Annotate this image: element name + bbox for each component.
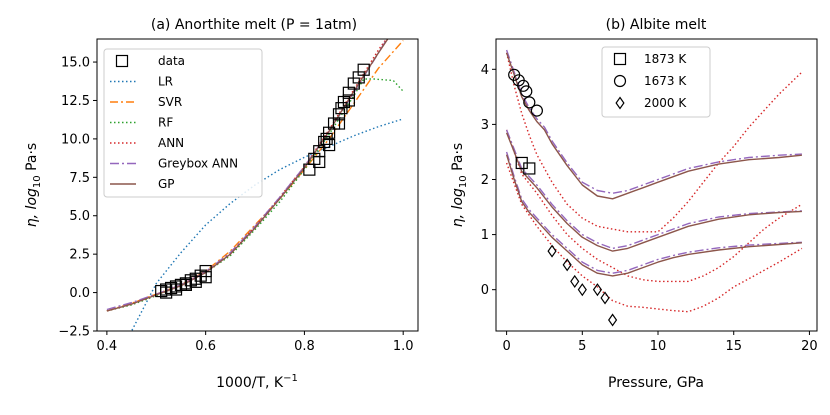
- x-tick-label: 10: [650, 339, 667, 354]
- legend-marker-square: [115, 54, 129, 68]
- panel-a-ticks: 0.4 0.6 0.8 1.0 −2.5 0.0 2.5 5.0 7.5 10.0 12.5 15.0: [58, 56, 413, 354]
- data-point-data: [357, 63, 370, 76]
- x-tick-label: 0.6: [195, 339, 216, 354]
- legend-label: RF: [158, 116, 173, 130]
- x-tick-label: 15: [725, 339, 742, 354]
- panel-a-legend: data LR SVR RF ANN Greybox ANN GP: [103, 48, 263, 198]
- y-tick-label: 10.0: [61, 132, 90, 147]
- x-tick-label: 5: [578, 339, 586, 354]
- legend-marker-circle: [613, 74, 627, 88]
- series-line-greybox-ann: [106, 39, 388, 311]
- data-point-2000-k: [570, 274, 580, 288]
- series-line-gp-1673-k: [505, 52, 802, 200]
- y-tick-label: 4: [481, 63, 489, 78]
- data-point-data: [332, 108, 346, 121]
- legend-frame: [103, 48, 263, 198]
- x-tick-label: 20: [801, 339, 818, 354]
- series-line-greybox-ann-1673-k: [505, 49, 802, 195]
- data-point-data: [199, 264, 212, 278]
- legend-frame: [601, 46, 711, 118]
- y-tick-label: −2.5: [58, 325, 90, 340]
- x-tick-label: 0: [502, 339, 510, 354]
- panel-b-legend: 1873 K 1673 K 2000 K: [601, 46, 711, 118]
- data-point-1673-k: [523, 96, 536, 109]
- legend-label: 2000 K: [644, 96, 687, 110]
- panel-a-xlabel: 1000/T, K−1: [216, 373, 298, 391]
- y-tick-label: 5.0: [69, 209, 90, 224]
- series-line-ann-1673-k: [505, 52, 803, 233]
- panel-b-frame: [495, 38, 818, 332]
- panel-b-title: (b) Albite melt: [606, 17, 707, 33]
- x-tick-label: 0.8: [294, 339, 315, 354]
- panel-b-xlabel: Pressure, GPa: [608, 375, 704, 391]
- y-tick-label: 12.5: [61, 94, 90, 109]
- legend-marker-square: [613, 52, 627, 66]
- data-point-2000-k: [600, 291, 610, 305]
- series-line-gp-1873-k: [505, 132, 802, 252]
- panel-a-ylabel: η, log10 Pa·s: [24, 143, 43, 227]
- legend-label: LR: [158, 75, 173, 89]
- legend-label: 1873 K: [644, 52, 687, 66]
- y-tick-label: 3: [481, 118, 489, 133]
- y-tick-label: 0.0: [69, 286, 90, 301]
- series-line-gp-2000-k: [505, 154, 802, 277]
- data-point-1673-k: [520, 85, 533, 98]
- panel-b-plot-area: [505, 49, 803, 327]
- x-tick-label: 0.4: [97, 339, 118, 354]
- data-point-data: [320, 132, 333, 145]
- legend-label: 1673 K: [644, 74, 687, 88]
- data-point-data: [313, 155, 326, 169]
- legend-marker-diamond: [615, 96, 625, 110]
- y-tick-label: 7.5: [69, 171, 90, 186]
- panel-b-ticks: 0 5 10 15 20 0 1 2 3 4: [481, 63, 818, 354]
- data-point-data: [199, 271, 212, 284]
- legend-label: Greybox ANN: [158, 157, 238, 171]
- panel-b-albite: (b) Albite melt 0 5 10 15 20 0 1 2 3 4 Pressure, …: [450, 17, 818, 391]
- data-point-2000-k: [608, 313, 618, 327]
- legend-label: data: [158, 54, 185, 68]
- data-point-1873-k: [523, 162, 536, 175]
- data-point-2000-k: [592, 283, 603, 297]
- y-tick-label: 2.5: [69, 248, 90, 263]
- y-tick-label: 15.0: [61, 56, 90, 71]
- y-tick-label: 2: [481, 173, 489, 188]
- series-line-ann-2000-k: [505, 162, 803, 313]
- data-point-data: [342, 94, 355, 107]
- data-point-data: [160, 286, 173, 299]
- y-tick-label: 1: [481, 228, 489, 243]
- data-point-data: [332, 117, 346, 130]
- data-point-2000-k: [577, 283, 587, 297]
- data-point-data: [323, 138, 336, 152]
- data-point-data: [169, 283, 183, 296]
- legend-label: SVR: [158, 95, 182, 109]
- data-point-data: [189, 275, 202, 288]
- data-point-1673-k: [530, 104, 543, 117]
- y-tick-label: 0: [481, 283, 489, 298]
- panel-a-title: (a) Anorthite melt (P = 1atm): [151, 17, 357, 33]
- panel-a-frame: [96, 38, 419, 332]
- panel-b-ylabel: η, log10 Pa·s: [450, 143, 469, 227]
- data-point-data: [335, 102, 348, 115]
- x-tick-label: 1.0: [393, 339, 414, 354]
- data-point-2000-k: [562, 258, 572, 272]
- series-line-greybox-ann-1873-k: [505, 129, 802, 250]
- series-line-greybox-ann-2000-k: [505, 151, 802, 274]
- data-point-data: [179, 278, 192, 291]
- data-point-2000-k: [547, 244, 557, 258]
- legend-label: GP: [158, 177, 175, 191]
- panel-a-anorthite: (a) Anorthite melt (P = 1atm) 0.4 0.6 0.8 1…: [24, 17, 419, 391]
- legend-label: ANN: [158, 136, 184, 150]
